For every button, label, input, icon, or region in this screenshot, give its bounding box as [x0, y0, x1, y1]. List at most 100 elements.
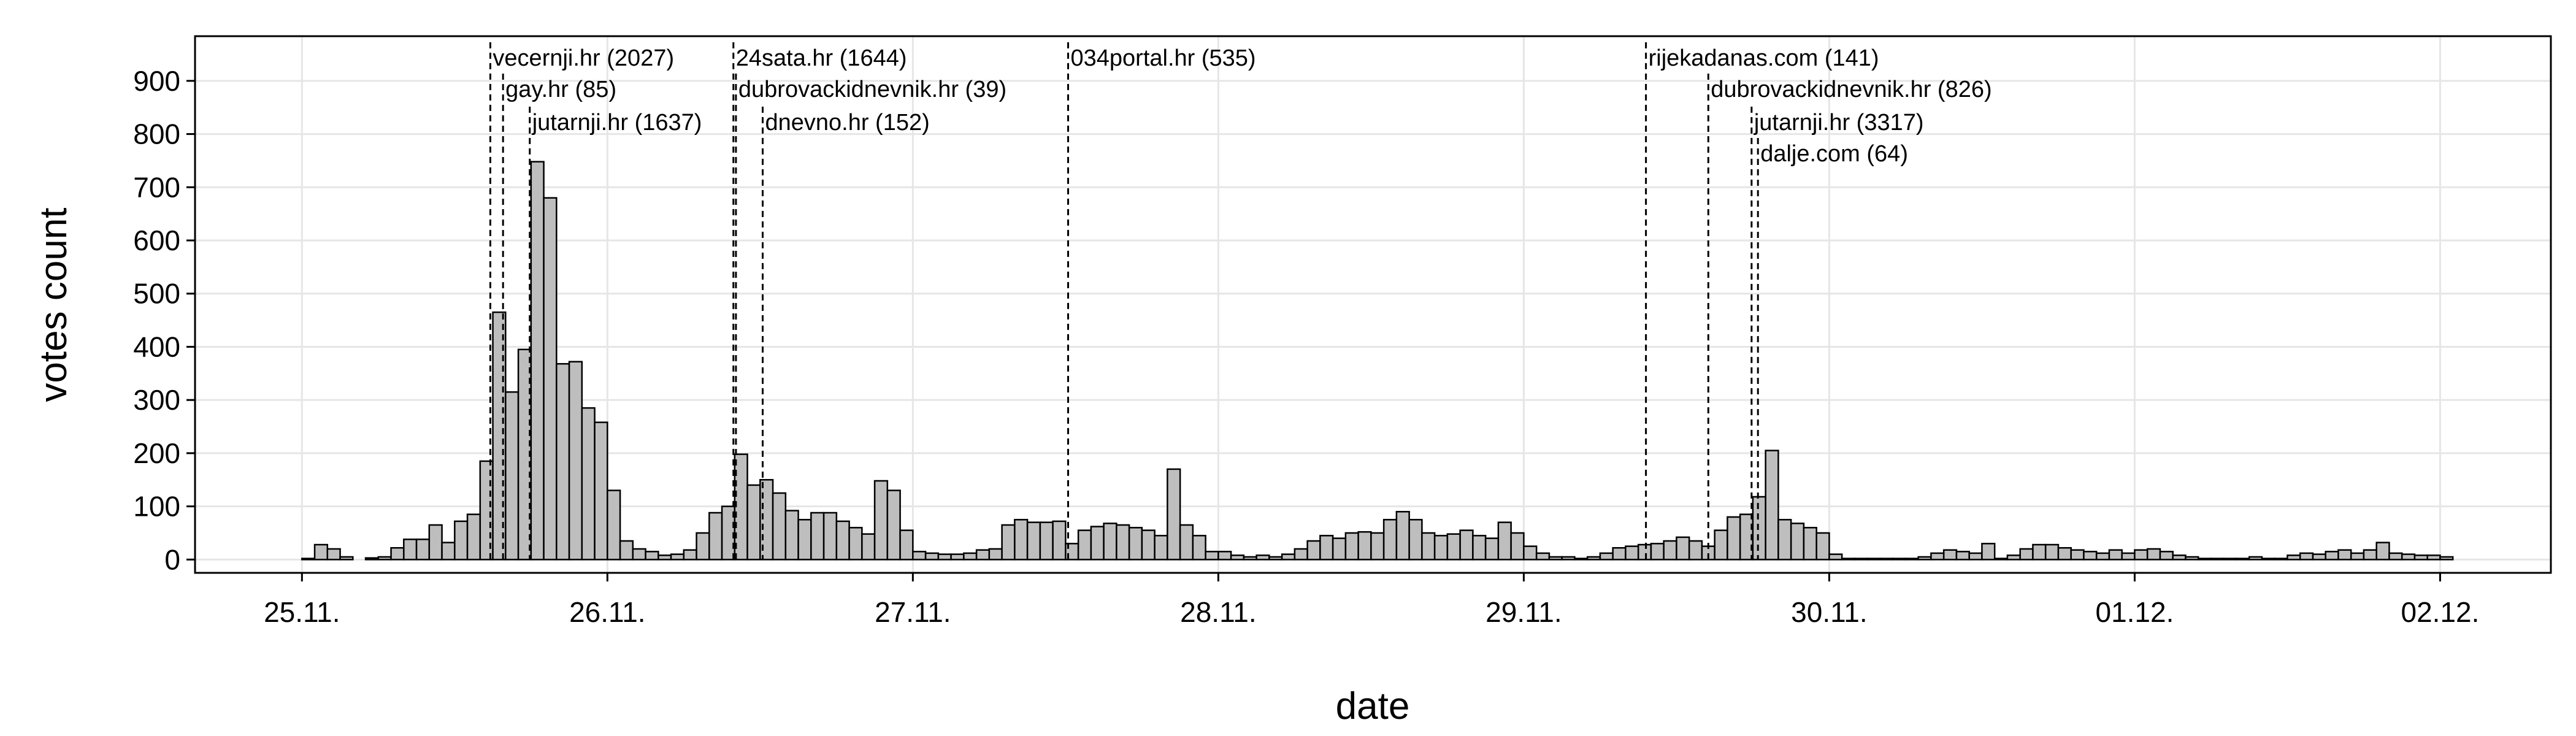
bar: [683, 549, 697, 561]
annotation-label: rijekadanas.com (141): [1649, 45, 1879, 71]
bar: [2413, 554, 2428, 561]
bar: [822, 512, 838, 561]
bar: [1625, 545, 1639, 561]
bar: [2363, 549, 2377, 561]
bar: [1510, 532, 1525, 561]
bar: [1294, 548, 1308, 561]
bar: [313, 543, 329, 561]
bar: [2248, 556, 2263, 561]
bar: [1637, 543, 1652, 561]
bar: [2337, 549, 2352, 561]
annotation-label: dalje.com (64): [1760, 141, 1908, 167]
bar: [1344, 532, 1359, 561]
bar: [1395, 511, 1410, 561]
bar: [2146, 548, 2161, 561]
bar: [556, 362, 570, 561]
bar: [1472, 535, 1487, 561]
bar: [873, 480, 889, 561]
bar: [1853, 558, 1868, 561]
bar: [1167, 468, 1181, 561]
bar: [2172, 554, 2187, 561]
bar: [975, 549, 991, 561]
bar: [1128, 527, 1143, 561]
bar: [912, 551, 927, 561]
bar: [543, 197, 558, 561]
bar: [2032, 543, 2047, 561]
y-tick-label: 500: [133, 278, 180, 310]
bar: [2261, 558, 2275, 561]
annotation-label: dubrovackidnevnik.hr (39): [738, 77, 1006, 102]
bar: [594, 421, 608, 561]
bar: [1574, 558, 1589, 561]
y-tick-label: 100: [133, 491, 180, 523]
bar: [784, 510, 799, 561]
bar: [645, 551, 659, 561]
bar: [1205, 551, 1219, 561]
bar: [988, 548, 1003, 561]
y-tick-label: 800: [133, 118, 180, 150]
annotation-label: jutarnji.hr (3317): [1754, 110, 1924, 136]
bar: [835, 520, 850, 561]
bar: [326, 548, 341, 561]
bar: [861, 533, 876, 561]
bar: [1077, 529, 1092, 561]
y-tick-label: 900: [133, 65, 180, 97]
bar: [1230, 554, 1245, 561]
x-tick-label: 30.11.: [1791, 596, 1867, 628]
bar: [1026, 521, 1041, 561]
bar: [1612, 546, 1627, 561]
bar: [797, 519, 812, 561]
bar: [810, 512, 825, 561]
bar: [466, 513, 481, 561]
bar: [708, 512, 723, 561]
bar: [2426, 554, 2441, 561]
x-tick-label: 02.12.: [2401, 596, 2480, 628]
bar: [772, 492, 787, 561]
bar: [2197, 558, 2212, 561]
bar: [1981, 543, 1996, 561]
bar: [1497, 521, 1512, 561]
bar: [1879, 558, 1894, 561]
bar: [1319, 535, 1334, 561]
bar: [2401, 553, 2416, 561]
bar: [2159, 551, 2174, 561]
bar: [1332, 537, 1347, 561]
bar: [1281, 553, 1296, 561]
bar: [1459, 529, 1474, 561]
bar: [1217, 551, 1232, 561]
y-tick-label: 300: [133, 384, 180, 416]
bar: [1421, 532, 1436, 561]
bar: [1663, 540, 1677, 561]
bar: [2006, 554, 2021, 561]
bar: [568, 361, 583, 561]
bar: [1714, 529, 1728, 561]
bar: [657, 554, 672, 561]
x-tick-label: 28.11.: [1180, 596, 1256, 628]
bar: [1484, 537, 1500, 561]
bar: [1357, 531, 1372, 561]
bar: [1803, 527, 1817, 561]
bar: [364, 557, 380, 561]
bar: [1446, 533, 1461, 561]
bar: [607, 489, 621, 561]
bar: [2439, 556, 2454, 561]
y-tick-label: 400: [133, 331, 180, 362]
annotation-label: jutarnji.hr (1637): [532, 110, 702, 136]
bar: [454, 520, 469, 561]
bar: [2057, 546, 2072, 561]
bar: [2350, 552, 2365, 561]
bar: [2070, 549, 2085, 561]
bar: [2134, 549, 2149, 561]
x-tick-label: 01.12.: [2095, 596, 2174, 628]
bar: [2312, 553, 2326, 561]
bar: [1727, 516, 1741, 561]
x-tick-label: 27.11.: [875, 596, 951, 628]
bar: [963, 552, 978, 561]
bar: [1968, 552, 1983, 561]
bar: [2388, 552, 2403, 561]
y-tick-label: 600: [133, 224, 180, 256]
bar: [1790, 523, 1805, 561]
bar: [1535, 552, 1551, 561]
bar: [415, 539, 431, 561]
